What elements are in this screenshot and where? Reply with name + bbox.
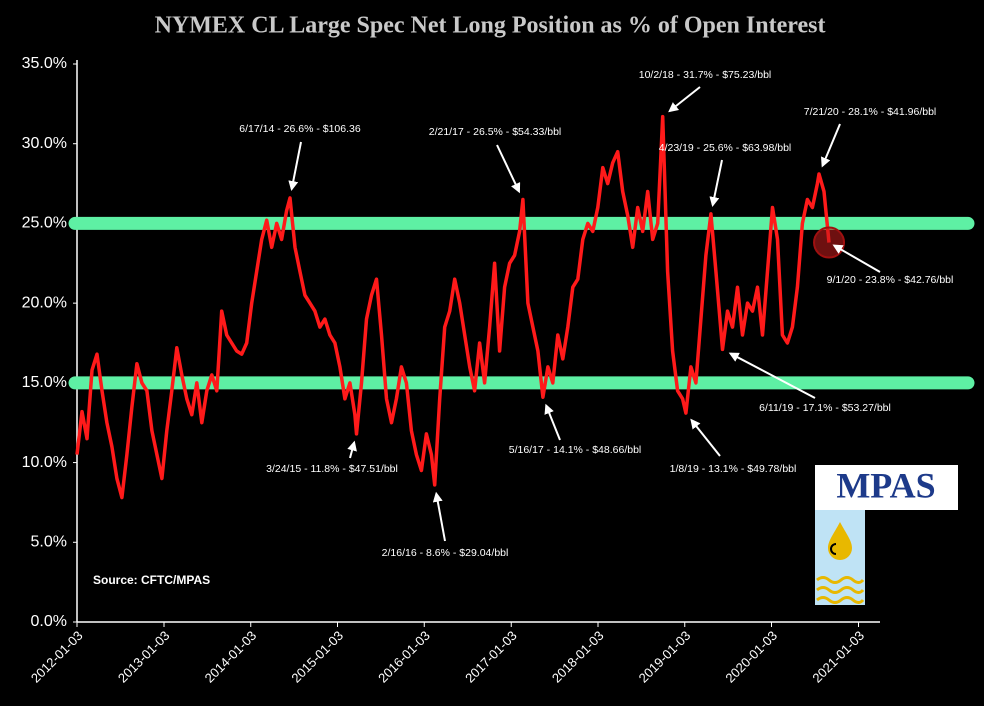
annotation-label: 6/11/19 - 17.1% - $53.27/bbl bbox=[759, 402, 891, 414]
annotation-arrow bbox=[544, 403, 561, 441]
annotation-label: 2/16/16 - 8.6% - $29.04/bbl bbox=[382, 547, 509, 559]
y-tick-label: 0.0% bbox=[31, 613, 67, 630]
logo: MPAS bbox=[815, 465, 958, 605]
annotation-label: 3/24/15 - 11.8% - $47.51/bbl bbox=[266, 463, 398, 475]
highlight-circle bbox=[813, 226, 846, 259]
annotation-label: 7/21/20 - 28.1% - $41.96/bbl bbox=[804, 106, 937, 118]
annotation-label: 6/17/14 - 26.6% - $106.36 bbox=[239, 123, 361, 135]
y-tick-label: 10.0% bbox=[22, 454, 67, 471]
y-tick-label: 35.0% bbox=[22, 55, 67, 72]
y-tick-label: 15.0% bbox=[22, 374, 67, 391]
annotation-arrow bbox=[432, 491, 446, 542]
annotation-arrow bbox=[709, 159, 723, 208]
chart-title: NYMEX CL Large Spec Net Long Position as… bbox=[155, 13, 826, 39]
data-line bbox=[75, 114, 831, 500]
logo-drop-shine bbox=[830, 543, 837, 555]
annotation-arrow bbox=[288, 141, 302, 192]
annotation-arrow bbox=[496, 144, 521, 194]
y-tick-label: 20.0% bbox=[22, 294, 67, 311]
annotation-label: 4/23/19 - 25.6% - $63.98/bbl bbox=[659, 142, 792, 154]
y-tick-label: 5.0% bbox=[31, 534, 67, 551]
annotation-arrow bbox=[347, 440, 357, 459]
annotation-arrow bbox=[690, 418, 721, 457]
logo-box bbox=[815, 465, 958, 510]
annotation-arrow bbox=[668, 86, 701, 113]
source-note: Source: CFTC/MPAS bbox=[93, 573, 210, 587]
y-tick-label: 30.0% bbox=[22, 135, 67, 152]
annotation-label: 10/2/18 - 31.7% - $75.23/bbl bbox=[639, 69, 772, 81]
logo-drop bbox=[828, 522, 852, 560]
annotation-arrow bbox=[832, 244, 881, 273]
logo-waves bbox=[816, 576, 865, 604]
annotation-arrow bbox=[728, 352, 816, 399]
annotation-label: 5/16/17 - 14.1% - $48.66/bbl bbox=[509, 444, 642, 456]
logo-text: MPAS bbox=[836, 465, 935, 505]
y-tick-label: 25.0% bbox=[22, 215, 67, 232]
annotation-label: 2/21/17 - 26.5% - $54.33/bbl bbox=[429, 126, 562, 138]
annotation-label: 9/1/20 - 23.8% - $42.76/bbl bbox=[827, 274, 954, 286]
annotation-label: 1/8/19 - 13.1% - $49.78/bbl bbox=[670, 463, 797, 475]
annotation-arrow bbox=[821, 123, 841, 168]
